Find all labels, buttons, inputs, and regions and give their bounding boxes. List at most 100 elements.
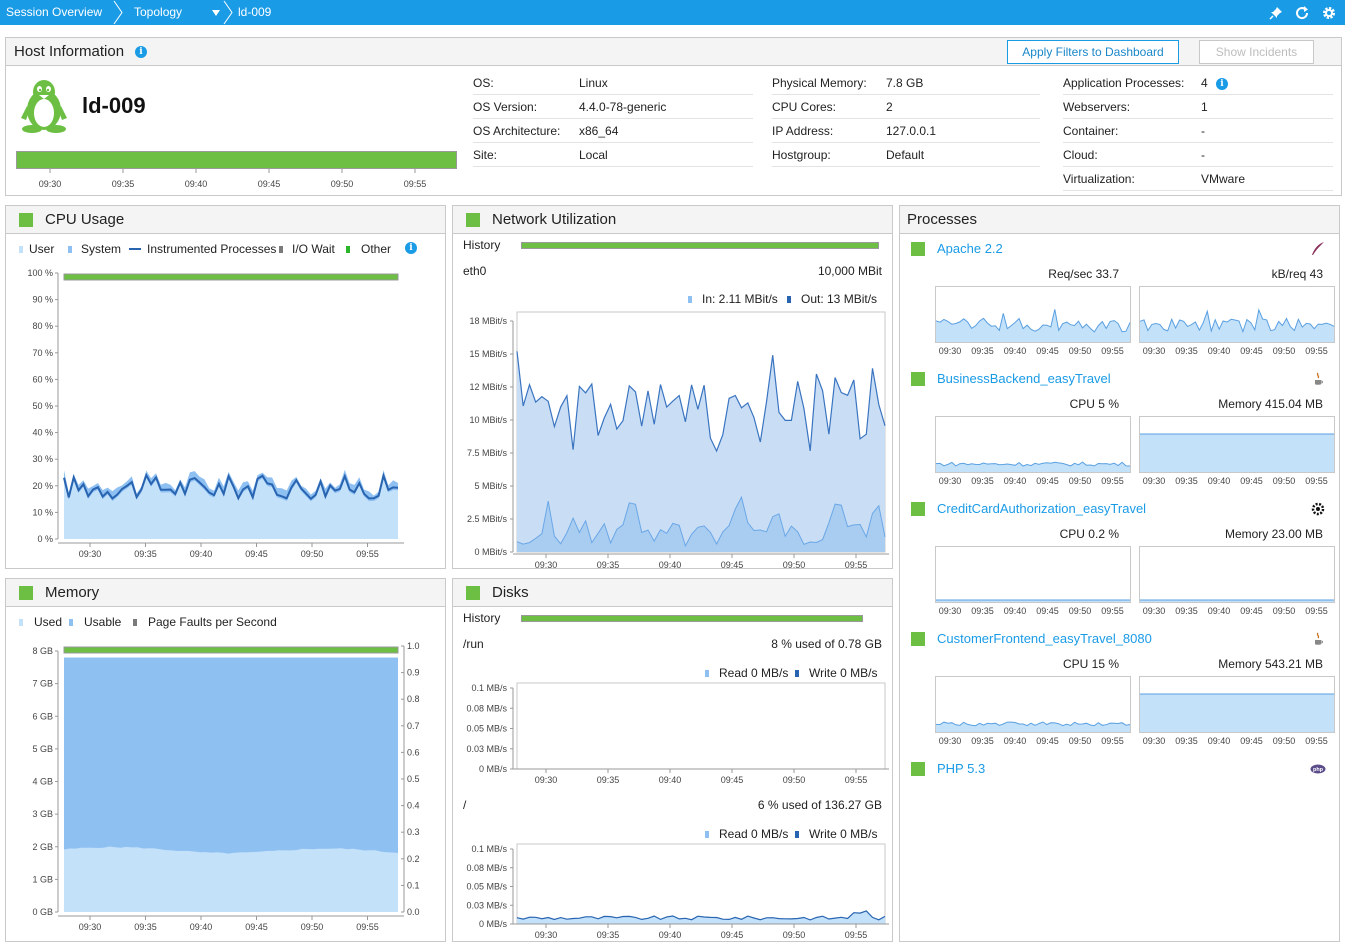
process-metric-primary: CPU 15 % (1062, 657, 1119, 671)
apache-feather-icon (1312, 242, 1324, 255)
info-icon[interactable]: i (1216, 78, 1228, 90)
time-tick-label: 09:50 (301, 922, 324, 932)
legend-disk-read[interactable]: Read 0 MB/s (705, 665, 788, 681)
status-square (911, 502, 925, 516)
legend-network-out[interactable]: Out: 13 MBit/s (787, 291, 877, 307)
status-square (911, 372, 925, 386)
status-square (911, 762, 925, 776)
disk-root-chart: 0.1 MB/s 0.08 MB/s 0.05 MB/s 0.03 MB/s 0 MB/… (466, 843, 889, 940)
y2-tick-label: 0.0 (407, 907, 420, 917)
time-tick-label: 09:35 (1175, 346, 1198, 356)
host-detail-value: 1 (1201, 100, 1208, 114)
time-tick-label: 09:40 (1208, 606, 1231, 616)
time-tick-label: 09:45 (721, 560, 744, 570)
apply-filters-button[interactable]: Apply Filters to Dashboard (1007, 40, 1179, 64)
breadcrumb-session-overview[interactable]: Session Overview (6, 5, 103, 19)
host-detail-row: Hostgroup: Default (772, 143, 1040, 167)
process-metric-primary: Req/sec 33.7 (1048, 267, 1119, 281)
y-tick-label: 7.5 MBit/s (467, 448, 508, 458)
host-detail-value: x86_64 (579, 124, 619, 138)
status-square (19, 213, 33, 227)
legend-system[interactable]: System (68, 241, 121, 257)
legend-other[interactable]: Other (346, 241, 391, 257)
y-tick-label: 0.08 MB/s (466, 863, 507, 873)
process-link[interactable]: CreditCardAuthorization_easyTravel (937, 501, 1147, 516)
legend-instrumented-processes[interactable]: Instrumented Processes (129, 241, 276, 257)
host-detail-value: Local (579, 148, 608, 162)
time-tick-label: 09:50 (783, 560, 806, 570)
host-detail-row: Webservers: 1 (1063, 95, 1333, 119)
sparkline-area (1140, 309, 1334, 342)
legend-page-faults[interactable]: Page Faults per Second (133, 614, 277, 630)
legend-usable[interactable]: Usable (69, 614, 121, 630)
host-detail-label: OS Architecture: (473, 124, 561, 138)
legend-io-wait[interactable]: I/O Wait (279, 241, 335, 257)
host-detail-row: Site: Local (473, 143, 753, 167)
time-tick-label: 09:35 (1175, 606, 1198, 616)
process-link[interactable]: Apache 2.2 (937, 241, 1003, 256)
time-tick-label: 09:45 (258, 179, 281, 189)
y2-tick-label: 0.7 (407, 721, 420, 731)
host-information-title: Host Information (14, 43, 125, 60)
disks-history-label: History (463, 611, 501, 625)
time-tick-label: 09:35 (971, 736, 994, 746)
host-detail-value: VMware (1201, 172, 1246, 186)
y-tick-label: 30 % (32, 454, 53, 464)
y-tick-label: 2.5 MBit/s (467, 514, 508, 524)
memory-legend: Used Usable Page Faults per Second (19, 614, 439, 630)
legend-disk-write[interactable]: Write 0 MB/s (795, 826, 877, 842)
time-tick-label: 09:50 (1069, 476, 1092, 486)
disk-run-name: /run (463, 637, 484, 651)
host-detail-value: - (1201, 124, 1205, 138)
breadcrumb-bar: Session Overview Topology ld-009 (0, 0, 1345, 25)
time-tick-label: 09:40 (185, 179, 208, 189)
memory-title: Memory (45, 584, 100, 601)
breadcrumb-topology[interactable]: Topology (134, 5, 183, 19)
cpu-instrumented-line (63, 472, 399, 501)
host-detail-row: IP Address: 127.0.0.1 (772, 119, 1040, 143)
y-tick-label: 5 MBit/s (474, 481, 507, 491)
y-tick-label: 0.1 MB/s (471, 683, 507, 693)
info-icon[interactable]: i (405, 242, 417, 254)
process-sparkline-chart: 09:30 09:35 09:40 09:45 09:50 09:55 (935, 676, 1131, 746)
legend-network-in[interactable]: In: 2.11 MBit/s (688, 291, 778, 307)
chevron-down-icon[interactable] (211, 8, 221, 18)
refresh-icon[interactable] (1294, 5, 1310, 21)
y-tick-label: 0.1 MB/s (471, 844, 507, 854)
y-tick-label: 7 GB (32, 679, 53, 689)
time-tick-label: 09:40 (1004, 476, 1027, 486)
time-tick-label: 09:55 (1101, 736, 1124, 746)
host-detail-row: CPU Cores: 2 (772, 95, 1040, 119)
process-link[interactable]: PHP 5.3 (937, 761, 986, 776)
pin-icon[interactable] (1268, 5, 1284, 21)
show-incidents-button[interactable]: Show Incidents (1199, 40, 1314, 64)
y-tick-label: 40 % (32, 428, 53, 438)
status-square (466, 213, 480, 227)
legend-used[interactable]: Used (19, 614, 62, 630)
disks-header: Disks (453, 579, 892, 607)
disk-run-usage: 8 % used of 0.78 GB (771, 637, 882, 651)
y2-tick-label: 0.9 (407, 668, 420, 678)
status-square (19, 586, 33, 600)
time-tick-label: 09:50 (1069, 606, 1092, 616)
plot-frame (1139, 546, 1335, 603)
network-utilization-header: Network Utilization (453, 206, 892, 234)
time-tick-label: 09:40 (1004, 606, 1027, 616)
host-detail-label: Site: (473, 148, 498, 162)
time-tick-label: 09:35 (1175, 736, 1198, 746)
sparkline-area (1140, 694, 1334, 732)
process-link[interactable]: CustomerFrontend_easyTravel_8080 (937, 631, 1152, 646)
breadcrumb-host[interactable]: ld-009 (238, 5, 272, 19)
y-tick-label: 70 % (32, 348, 53, 358)
time-tick-label: 09:45 (1240, 606, 1263, 616)
host-detail-label: Webservers: (1063, 100, 1131, 114)
legend-user[interactable]: User (19, 241, 54, 257)
process-link[interactable]: BusinessBackend_easyTravel (937, 371, 1111, 386)
legend-disk-read[interactable]: Read 0 MB/s (705, 826, 788, 842)
time-tick-label: 09:30 (939, 476, 962, 486)
host-detail-value: 4.4.0-78-generic (579, 100, 667, 114)
info-icon[interactable]: i (135, 46, 147, 58)
legend-disk-write[interactable]: Write 0 MB/s (795, 665, 877, 681)
time-tick-label: 09:30 (939, 736, 962, 746)
gear-icon[interactable] (1321, 5, 1337, 21)
